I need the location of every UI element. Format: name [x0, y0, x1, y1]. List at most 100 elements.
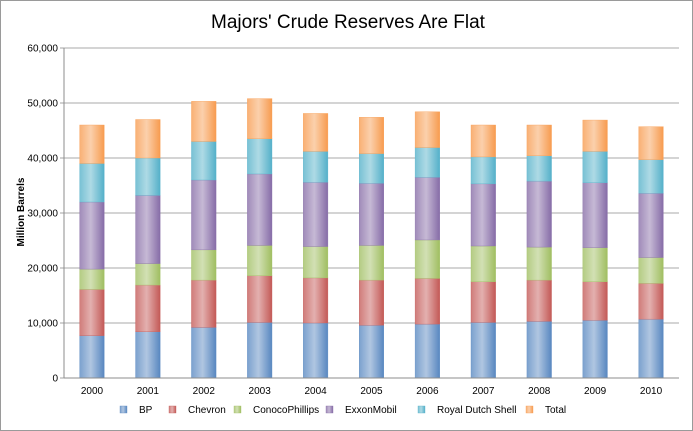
bar-segment — [359, 153, 385, 184]
bar-segment — [638, 192, 664, 258]
bar-segment — [359, 325, 385, 379]
bar-segment — [638, 318, 664, 379]
y-tick-label: 40,000 — [27, 154, 58, 165]
legend: BP Chevron ConocoPhillips ExxonMobil Royal D… — [119, 405, 566, 416]
bar-segment — [638, 126, 664, 160]
bar-segment — [359, 117, 385, 154]
legend-swatch — [525, 405, 534, 414]
bar-segment — [582, 182, 608, 248]
x-tick-labels: 2000 2001 2002 2003 2004 2005 2006 2007 2008 2009… — [81, 386, 663, 397]
bar-segment — [79, 124, 105, 164]
bar-segment — [526, 124, 552, 156]
y-tick-label: 20,000 — [27, 264, 58, 275]
bar-segment — [247, 98, 273, 139]
x-tick-label: 2008 — [528, 386, 551, 397]
bar-segment — [135, 119, 161, 159]
y-tick-label: 60,000 — [27, 44, 58, 55]
bar-segment — [526, 246, 552, 281]
bar-segment — [247, 245, 273, 276]
bar-segment — [247, 173, 273, 246]
bar-segment — [303, 246, 329, 279]
x-tick-label: 2002 — [193, 386, 216, 397]
bar-segment — [191, 327, 217, 379]
bar-segment — [191, 279, 217, 328]
bar-segment — [135, 263, 161, 286]
bar-segment — [470, 322, 496, 379]
bar-segment — [470, 183, 496, 247]
y-tick-label: 50,000 — [27, 99, 58, 110]
legend-swatch — [417, 405, 426, 414]
y-axis-label: Million Barrels — [16, 177, 27, 246]
x-tick-label: 2007 — [472, 386, 495, 397]
legend-label: ExxonMobil — [345, 405, 397, 416]
bar-segment — [638, 283, 664, 320]
legend-swatch — [168, 405, 177, 414]
bar-segment — [414, 323, 440, 379]
bar-segment — [79, 335, 105, 379]
legend-label: Chevron — [188, 405, 226, 416]
x-tick-label: 2000 — [81, 386, 104, 397]
legend-label: Total — [545, 405, 566, 416]
bar-segment — [470, 156, 496, 185]
bar-segment — [582, 320, 608, 379]
bar-segment — [526, 155, 552, 182]
x-tick-label: 2001 — [137, 386, 160, 397]
bar-segment — [135, 331, 161, 379]
axes — [63, 48, 679, 379]
bar-segment — [79, 163, 105, 203]
x-tick-label: 2003 — [249, 386, 272, 397]
bar-segment — [135, 284, 161, 332]
bar-segment — [414, 177, 440, 241]
bar-segment — [247, 322, 273, 379]
bar-segment — [638, 159, 664, 194]
bar-segment — [526, 180, 552, 248]
legend-label: ConocoPhillips — [253, 405, 319, 416]
bar-segment — [247, 138, 273, 175]
x-tick-label: 2005 — [360, 386, 383, 397]
bar-segment — [414, 111, 440, 148]
bar-segment — [191, 101, 217, 142]
bar-segment — [135, 195, 161, 264]
bar-segment — [414, 278, 440, 325]
y-tick-labels: 0 10,000 20,000 30,000 40,000 50,000 60,000 — [27, 44, 58, 385]
y-tick-label: 0 — [52, 374, 58, 385]
bar-segment — [303, 181, 329, 247]
bar-segment — [638, 257, 664, 284]
bar-segment — [359, 245, 385, 281]
legend-swatch — [119, 405, 128, 414]
bar-segment — [191, 179, 217, 251]
bar-segment — [414, 239, 440, 279]
bar-segment — [303, 277, 329, 324]
bar-segment — [582, 151, 608, 183]
bar-segment — [303, 151, 329, 183]
y-tick-label: 30,000 — [27, 209, 58, 220]
bar-segment — [191, 249, 217, 281]
x-tick-label: 2010 — [640, 386, 663, 397]
bar-segment — [470, 124, 496, 158]
legend-swatch — [233, 405, 242, 414]
bar-segment — [582, 119, 608, 152]
bar-segment — [582, 281, 608, 321]
bar-segment — [359, 183, 385, 246]
bar-segment — [303, 113, 329, 152]
legend-label: Royal Dutch Shell — [437, 405, 516, 416]
legend-label: BP — [139, 405, 153, 416]
bar-segment — [582, 247, 608, 282]
x-tick-label: 2006 — [416, 386, 439, 397]
bar-segment — [79, 268, 105, 290]
legend-swatch — [325, 405, 334, 414]
y-tick-label: 10,000 — [27, 319, 58, 330]
bar-segment — [359, 279, 385, 326]
bar-segment — [247, 275, 273, 323]
bar-segment — [526, 279, 552, 322]
bar-segment — [79, 289, 105, 336]
bar-segment — [526, 321, 552, 379]
bar-segment — [79, 201, 105, 270]
bar-segment — [303, 322, 329, 379]
bar-segment — [470, 245, 496, 282]
x-tick-label: 2004 — [304, 386, 327, 397]
bar-segment — [191, 141, 217, 181]
bar-segment — [470, 281, 496, 323]
